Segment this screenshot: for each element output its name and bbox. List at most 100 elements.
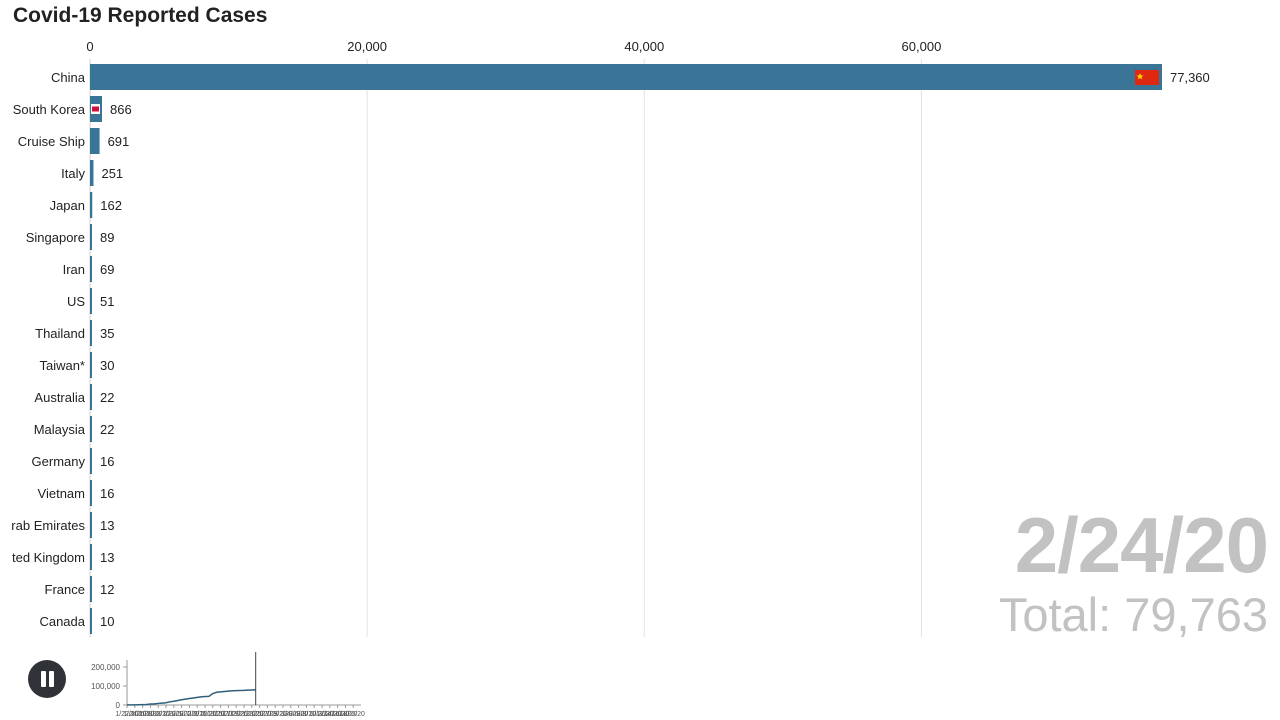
- timeline-x-tick-label: 2/19/20: [225, 711, 248, 718]
- value-label: 22: [100, 422, 114, 437]
- timeline-x-tick-label: 1/30/20: [147, 711, 170, 718]
- total-cases-label: Total: 79,763: [999, 590, 1268, 640]
- category-label: Canada: [39, 614, 85, 629]
- bar: [90, 576, 92, 602]
- gridlines: [89, 59, 922, 637]
- flag-star: [1136, 73, 1144, 80]
- timeline-x-tick-label: 2/15/20: [209, 711, 232, 718]
- timeline-x-tick-label: 2/17/20: [217, 711, 240, 718]
- timeline-x-tick-label: 2/25/20: [248, 711, 271, 718]
- timeline-line: [126, 689, 256, 706]
- bar: [90, 416, 92, 442]
- timeline-x-tick-label: 1/24/20: [123, 711, 146, 718]
- bar: [90, 384, 92, 410]
- timeline-x-tick-label: 2/27/20: [256, 711, 279, 718]
- timeline-x-tick-label: 3/16/20: [326, 711, 349, 718]
- category-label: Japan: [50, 198, 85, 213]
- timeline-series: [126, 652, 257, 706]
- current-date-label: 2/24/20: [1014, 501, 1269, 589]
- x-tick-label: 0: [86, 39, 93, 54]
- flag-field: [1135, 70, 1159, 85]
- bar: [90, 512, 92, 538]
- category-label: rab Emirates: [11, 518, 85, 533]
- value-label: 691: [108, 134, 130, 149]
- category-label: China: [51, 70, 86, 85]
- timeline-x-tick-label: 3/4/20: [281, 711, 301, 718]
- page-title: Covid-19 Reported Cases: [13, 4, 268, 27]
- bars: China 77,360 South Korea 866 Cruise Ship 691 I…: [11, 64, 1210, 634]
- x-tick-label: 20,000: [347, 39, 387, 54]
- value-label: 251: [101, 166, 123, 181]
- timeline-x-tick-label: 3/14/20: [318, 711, 341, 718]
- value-label: 77,360: [1170, 70, 1210, 85]
- value-label: 16: [100, 486, 114, 501]
- total-value: 79,763: [1124, 588, 1268, 641]
- timeline-y-tick-label: 0: [116, 701, 121, 710]
- category-label: Cruise Ship: [18, 134, 85, 149]
- total-prefix: Total:: [998, 588, 1125, 641]
- timeline-x-tick-label: 1/22/20: [115, 711, 138, 718]
- bar: [90, 320, 92, 346]
- value-label: 16: [100, 454, 114, 469]
- value-label: 162: [100, 198, 122, 213]
- timeline-x-tick-label: 2/13/20: [201, 711, 224, 718]
- timeline-x-tick-label: 1/26/20: [131, 711, 154, 718]
- bar: [90, 192, 93, 218]
- category-label: France: [45, 582, 85, 597]
- category-label: US: [67, 294, 85, 309]
- category-label: Singapore: [26, 230, 85, 245]
- value-label: 35: [100, 326, 114, 341]
- category-label: Taiwan*: [39, 358, 85, 373]
- flag-center: [92, 106, 99, 112]
- china-flag-icon: [1135, 70, 1159, 85]
- timeline-x-tick-label: 2/11/20: [194, 711, 217, 718]
- category-label: Malaysia: [34, 422, 86, 437]
- value-label: 89: [100, 230, 114, 245]
- value-label: 13: [100, 550, 114, 565]
- timeline-axis: 0 100,000 200,000 1/22/201/24/201/26/201/28…: [91, 660, 365, 718]
- category-label: Vietnam: [38, 486, 85, 501]
- timeline-x-tick-label: 3/18/20: [334, 711, 357, 718]
- value-label: 866: [110, 102, 132, 117]
- category-label: Italy: [61, 166, 85, 181]
- timeline-x-tick-label: 2/23/20: [240, 711, 263, 718]
- value-label: 30: [100, 358, 114, 373]
- x-tick-label: 60,000: [902, 39, 942, 54]
- category-label: ted Kingdom: [12, 550, 85, 565]
- value-label: 12: [100, 582, 114, 597]
- value-label: 13: [100, 518, 114, 533]
- south-korea-flag-icon: [91, 104, 100, 114]
- value-label: 22: [100, 390, 114, 405]
- category-label: South Korea: [13, 102, 86, 117]
- bar: [90, 64, 1162, 90]
- timeline-x-tick-label: 3/10/20: [303, 711, 326, 718]
- category-label: Thailand: [35, 326, 85, 341]
- pause-icon: [41, 671, 46, 687]
- pause-icon-bar: [49, 671, 54, 687]
- pause-button[interactable]: [28, 660, 66, 698]
- timeline-x-tick-label: 2/21/20: [232, 711, 255, 718]
- timeline-x-tick-label: 2/3/20: [164, 711, 184, 718]
- bar: [90, 160, 94, 186]
- category-label: Iran: [63, 262, 85, 277]
- timeline-x-tick-label: 2/29/20: [264, 711, 287, 718]
- bar: [90, 480, 92, 506]
- timeline-x-tick-label: 1/28/20: [139, 711, 162, 718]
- timeline-x-tick-label: 2/7/20: [180, 711, 200, 718]
- value-label: 51: [100, 294, 114, 309]
- category-label: Germany: [32, 454, 86, 469]
- value-label: 10: [100, 614, 114, 629]
- timeline-chart[interactable]: 0 100,000 200,000 1/22/201/24/201/26/201/28…: [0, 650, 1280, 720]
- bar: [90, 256, 92, 282]
- timeline-x-tick-label: 3/12/20: [310, 711, 333, 718]
- bar: [90, 224, 92, 250]
- timeline-x-tick-label: 2/1/20: [156, 711, 176, 718]
- timeline-x-tick-label: 3/6/20: [289, 711, 309, 718]
- bar: [90, 608, 92, 634]
- bar: [90, 128, 100, 154]
- bar: [90, 544, 92, 570]
- timeline-x-tick-label: 2/5/20: [172, 711, 192, 718]
- timeline-y-tick-label: 100,000: [91, 682, 120, 691]
- bar: [90, 448, 92, 474]
- bar: [90, 352, 92, 378]
